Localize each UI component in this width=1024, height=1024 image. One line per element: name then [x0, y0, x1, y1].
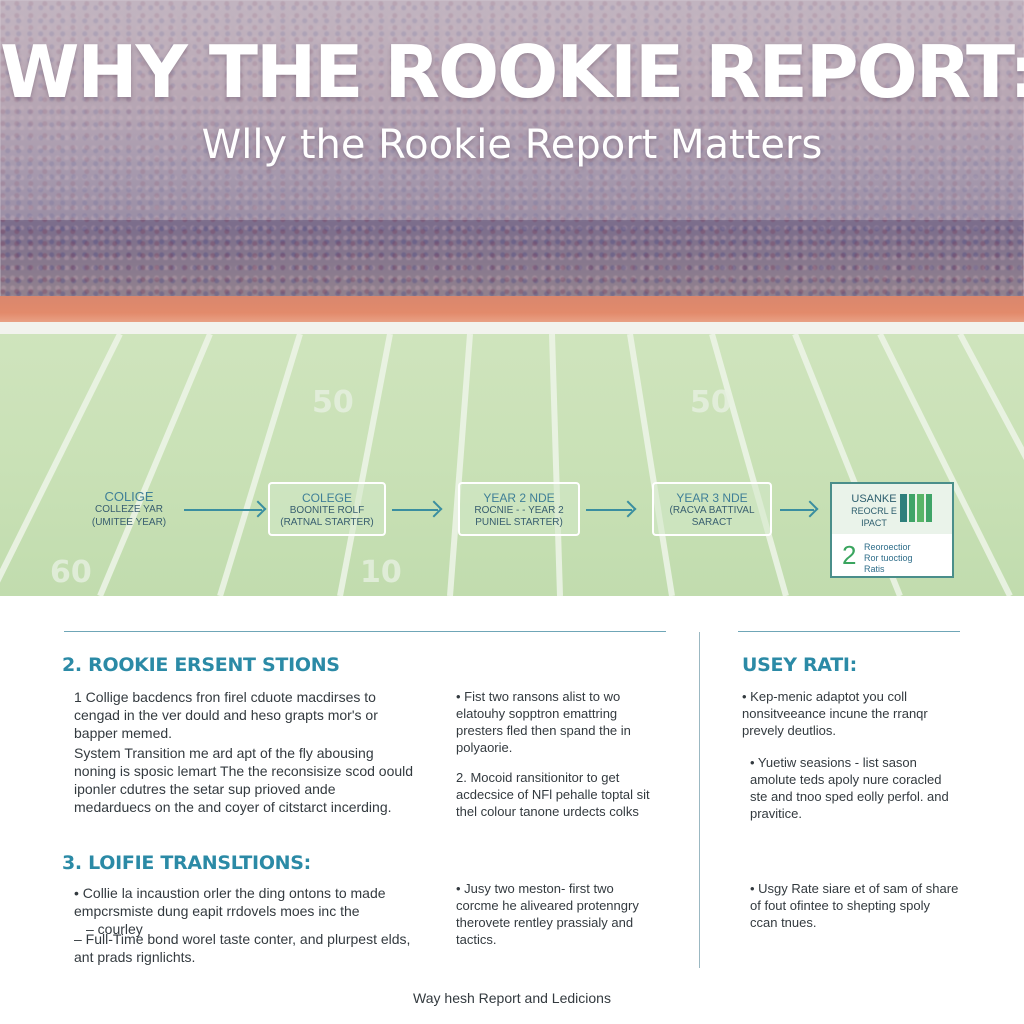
- timeline-step-line3: SARACT: [691, 517, 733, 528]
- sideline-stripe: [0, 322, 1024, 334]
- footer-caption: Way hesh Report and Ledicions: [413, 990, 611, 1006]
- track-stripe: [0, 296, 1024, 324]
- timeline-arrow: [780, 509, 814, 511]
- timeline-step-line2: BOONITE ROLF: [289, 505, 365, 516]
- title-band: [0, 0, 1024, 220]
- yard-number-left: 50: [312, 385, 354, 420]
- timeline-step-rookie-role: COLEGE BOONITE ROLF (RATNAL STARTER): [268, 482, 386, 536]
- timeline-step-year-2: YEAR 2 NDE ROCNIE - - YEAR 2 PUNIEL STAR…: [458, 482, 580, 536]
- timeline-step-year-3: YEAR 3 NDE (RACVA BATTIVAL SARACT: [652, 482, 772, 536]
- bar-chart-icon: [900, 494, 932, 522]
- impact-card-header: [832, 484, 952, 534]
- page-subtitle: Wlly the Rookie Report Matters: [201, 122, 823, 168]
- impact-note-line1: Reoroectior: [864, 542, 911, 552]
- timeline-step-line3: (RATNAL STARTER): [280, 517, 374, 528]
- page-title: WHY THE ROOKIE REPORT:: [0, 30, 1024, 114]
- section-divider: [738, 631, 960, 632]
- bar-chart-icon-bar: [908, 494, 915, 522]
- right-paragraph-1: • Kep-menic adaptot you coll nonsitveean…: [742, 689, 928, 738]
- bar-chart-icon-bar: [900, 494, 907, 522]
- timeline-step-line3: PUNIEL STARTER): [475, 517, 563, 528]
- impact-title-line1: USANKE: [851, 493, 897, 505]
- section3-bullet-1: • Collie la incaustion orler the ding on…: [74, 885, 386, 919]
- timeline-step-label: YEAR 3 NDE: [676, 491, 748, 505]
- impact-number: 2: [842, 540, 857, 570]
- impact-note-line3: Ratis: [864, 564, 885, 574]
- timeline-step-line2: COLLEZE YAR: [95, 504, 163, 515]
- middle-paragraph-2: 2. Mocoid ransitionitor to get acdecsice…: [456, 770, 650, 819]
- section2-paragraph-1: 1 Collige bacdencs fron firel cduote mac…: [74, 689, 378, 741]
- timeline-arrow: [586, 509, 632, 511]
- timeline-step-line2: (RACVA BATTIVAL: [669, 505, 755, 516]
- yard-number-right: 50: [690, 385, 732, 420]
- yard-number-low-left: 60: [50, 555, 92, 590]
- impact-title-line3: IPACT: [861, 518, 887, 528]
- impact-note-line2: Ror tuoctiog: [864, 553, 913, 563]
- timeline-arrow: [184, 509, 262, 511]
- section-divider: [64, 631, 666, 632]
- bar-chart-icon-bar: [925, 494, 932, 522]
- yard-lines: 50 50 60 10: [0, 334, 1024, 596]
- section2-paragraph-2: System Transition me ard apt of the fly …: [74, 745, 414, 815]
- timeline-step-line2: ROCNIE - - YEAR 2: [474, 505, 564, 516]
- yard-number-low-mid: 10: [360, 555, 402, 590]
- section-heading-usage-rate: USEY RATI:: [742, 654, 857, 676]
- middle-paragraph-3: • Jusy two meston- first two corcme he a…: [456, 881, 639, 947]
- right-paragraph-3: • Usgy Rate siare et of sam of share of …: [750, 881, 959, 930]
- section-heading-rookie-transitions: 3. LOIFIE TRANSLTIONS:: [62, 852, 311, 874]
- section3-sub-item-1: – courley: [86, 921, 143, 937]
- impact-title-line2: REOCRL E: [851, 506, 897, 516]
- timeline-step-college-year: COLIGE COLLEZE YAR (UMITEE YEAR): [82, 490, 176, 529]
- right-paragraph-2: • Yuetiw seasions - list sason amolute t…: [750, 755, 949, 821]
- section-heading-rookie-expectations: 2. ROOKIE ERSENT STIONS: [62, 654, 340, 676]
- column-divider: [699, 632, 700, 968]
- timeline-step-label: COLEGE: [301, 491, 352, 505]
- section3-sub-item-2: – Full-Time bond worel taste conter, and…: [74, 931, 411, 965]
- middle-paragraph-1: • Fist two ransons alist to wo elatouhy …: [456, 689, 631, 755]
- impact-card-title: USANKE REOCRL E IPACT: [840, 493, 908, 529]
- timeline-step-label: COLIGE: [104, 489, 154, 504]
- bar-chart-icon-bar: [917, 494, 924, 522]
- rookie-impact-card: USANKE REOCRL E IPACT 2 Reoroectior Ror …: [830, 482, 954, 578]
- timeline-step-line3: (UMITEE YEAR): [91, 517, 167, 528]
- timeline-arrow: [392, 509, 438, 511]
- timeline-step-label: YEAR 2 NDE: [483, 491, 555, 505]
- impact-note: Reoroectior Ror tuoctiog Ratis: [864, 542, 950, 575]
